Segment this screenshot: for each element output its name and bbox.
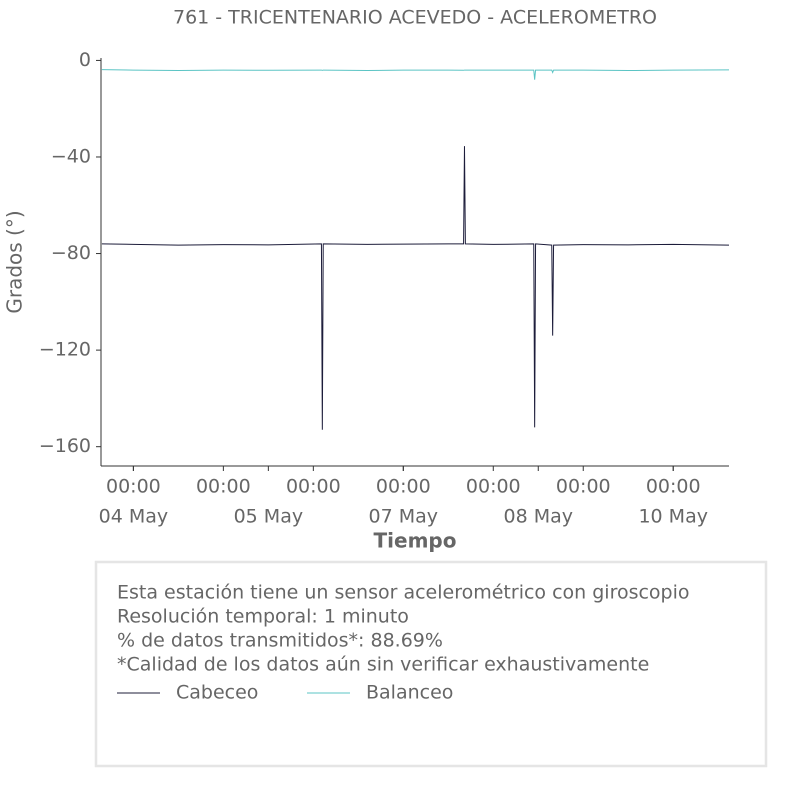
info-text: Esta estación tiene un sensor aceleromét…: [117, 582, 690, 604]
y-tick-label: 0: [79, 49, 91, 71]
y-tick-label: −120: [39, 339, 91, 361]
legend-label: Cabeceo: [176, 682, 258, 704]
y-tick-label: −40: [51, 145, 91, 167]
x-date-label: 08 May: [504, 506, 574, 528]
y-tick-label: −160: [39, 435, 91, 457]
x-axis-label: Tiempo: [374, 529, 457, 553]
x-tick-label: 00:00: [196, 476, 251, 498]
info-text: % de datos transmitidos*: 88.69%: [117, 630, 443, 652]
info-text: Resolución temporal: 1 minuto: [117, 606, 409, 628]
series-line: [101, 69, 730, 80]
x-date-label: 10 May: [638, 506, 708, 528]
series-line: [101, 146, 730, 430]
x-tick-label: 00:00: [646, 476, 701, 498]
info-box: [94, 560, 768, 768]
x-tick-label: 00:00: [286, 476, 341, 498]
legend-label: Balanceo: [366, 682, 453, 704]
x-tick-label: 00:00: [466, 476, 521, 498]
x-date-label: 04 May: [99, 506, 169, 528]
info-text: *Calidad de los datos aún sin verificar …: [117, 654, 649, 676]
y-tick-label: −80: [51, 242, 91, 264]
x-tick-label: 00:00: [376, 476, 431, 498]
x-tick-label: 00:00: [106, 476, 161, 498]
x-date-label: 05 May: [234, 506, 304, 528]
x-tick-label: 00:00: [556, 476, 611, 498]
x-date-label: 07 May: [369, 506, 439, 528]
y-axis-label: Grados (°): [3, 210, 27, 313]
chart-title: 761 - TRICENTENARIO ACEVEDO - ACELEROMET…: [173, 7, 657, 29]
